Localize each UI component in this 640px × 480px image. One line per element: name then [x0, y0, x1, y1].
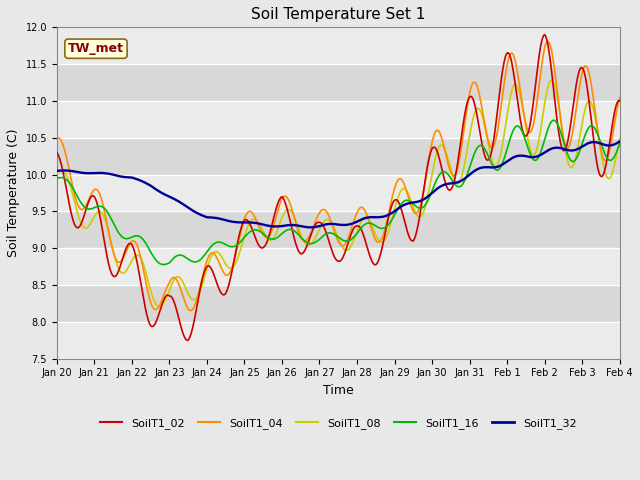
Line: SoilT1_02: SoilT1_02	[57, 35, 620, 340]
Title: Soil Temperature Set 1: Soil Temperature Set 1	[251, 7, 426, 22]
SoilT1_02	[541, 32, 548, 37]
SoilT1_04	[424, 162, 432, 168]
SoilT1_08	[156, 304, 163, 310]
Bar	[57, 322, 620, 359]
SoilT1_08	[209, 252, 216, 257]
Y-axis label: Soil Temperature (C): Soil Temperature (C)	[7, 129, 20, 257]
SoilT1_32	[424, 193, 432, 199]
SoilT1_02	[53, 150, 61, 156]
Bar	[57, 138, 620, 175]
Bar	[57, 101, 620, 138]
SoilT1_16	[179, 253, 187, 259]
SoilT1_08	[616, 136, 623, 142]
SoilT1_08	[63, 173, 71, 179]
SoilT1_32	[208, 215, 216, 220]
Text: TW_met: TW_met	[68, 42, 124, 55]
SoilT1_32	[408, 200, 415, 205]
SoilT1_32	[63, 168, 71, 173]
SoilT1_04	[53, 135, 61, 141]
SoilT1_04	[616, 95, 623, 100]
SoilT1_02	[178, 327, 186, 333]
SoilT1_08	[548, 77, 556, 83]
Line: SoilT1_08: SoilT1_08	[57, 80, 620, 307]
SoilT1_16	[63, 177, 71, 183]
SoilT1_02	[63, 189, 71, 194]
SoilT1_16	[424, 198, 432, 204]
SoilT1_04	[63, 156, 71, 162]
SoilT1_16	[159, 262, 167, 267]
SoilT1_16	[550, 117, 558, 123]
SoilT1_04	[187, 308, 195, 313]
X-axis label: Time: Time	[323, 384, 354, 397]
SoilT1_16	[616, 141, 623, 146]
SoilT1_02	[408, 238, 415, 243]
SoilT1_16	[53, 175, 61, 181]
Bar	[57, 175, 620, 211]
SoilT1_08	[179, 279, 187, 285]
SoilT1_16	[121, 236, 129, 241]
Bar	[57, 248, 620, 285]
SoilT1_04	[408, 204, 415, 210]
SoilT1_08	[53, 171, 61, 177]
Bar	[57, 211, 620, 248]
Bar	[57, 27, 620, 64]
SoilT1_32	[53, 168, 61, 174]
Bar	[57, 285, 620, 322]
Line: SoilT1_16: SoilT1_16	[57, 120, 620, 264]
SoilT1_08	[424, 192, 432, 198]
SoilT1_02	[121, 249, 129, 254]
SoilT1_02	[209, 268, 216, 274]
SoilT1_04	[178, 290, 186, 296]
SoilT1_02	[616, 98, 623, 104]
SoilT1_32	[178, 201, 186, 206]
Legend: SoilT1_02, SoilT1_04, SoilT1_08, SoilT1_16, SoilT1_32: SoilT1_02, SoilT1_04, SoilT1_08, SoilT1_…	[95, 414, 581, 434]
SoilT1_04	[209, 250, 216, 256]
SoilT1_32	[307, 225, 314, 230]
Line: SoilT1_32: SoilT1_32	[57, 142, 620, 228]
SoilT1_08	[408, 199, 415, 205]
Bar	[57, 64, 620, 101]
SoilT1_02	[184, 337, 191, 343]
SoilT1_32	[121, 174, 129, 180]
SoilT1_16	[209, 242, 216, 248]
SoilT1_16	[408, 200, 415, 205]
SoilT1_32	[616, 139, 623, 144]
SoilT1_04	[544, 38, 552, 44]
SoilT1_04	[121, 252, 129, 257]
SoilT1_02	[424, 161, 432, 167]
SoilT1_08	[121, 269, 129, 275]
Line: SoilT1_04: SoilT1_04	[57, 41, 620, 311]
